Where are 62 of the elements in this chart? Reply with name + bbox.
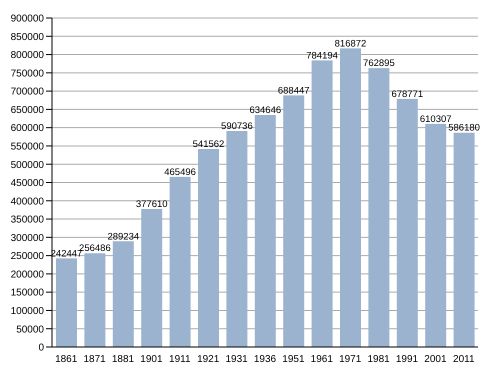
x-tick-label: 1971 — [339, 354, 362, 366]
bar — [368, 68, 390, 347]
y-tick-label: 250000 — [10, 251, 44, 262]
data-label: 289234 — [107, 231, 140, 242]
x-tick-label: 1961 — [310, 354, 334, 366]
x-tick-label: 1951 — [282, 354, 305, 366]
y-tick-label: 150000 — [10, 288, 44, 299]
y-tick-label: 350000 — [10, 214, 44, 226]
data-label: 465496 — [164, 166, 196, 178]
bar — [84, 253, 106, 347]
data-label: 762895 — [363, 58, 395, 70]
y-tick-label: 600000 — [10, 123, 44, 134]
y-tick-label: 750000 — [10, 68, 44, 80]
y-tick-label: 700000 — [10, 86, 44, 98]
bar — [56, 258, 77, 347]
y-tick-label: 650000 — [10, 104, 44, 116]
x-tick-label: 1861 — [55, 354, 78, 366]
x-tick-label: 1901 — [140, 354, 163, 366]
bar — [254, 115, 276, 347]
y-tick-label: 450000 — [10, 178, 44, 190]
bar — [312, 60, 333, 347]
bar — [340, 48, 361, 347]
bar — [396, 98, 418, 347]
data-label: 541562 — [192, 139, 224, 150]
data-label: 688447 — [278, 85, 310, 96]
x-tick-label: 1881 — [112, 354, 135, 366]
bar — [454, 132, 475, 347]
x-tick-label: 2001 — [424, 354, 447, 366]
bar — [112, 241, 134, 347]
y-tick-label: 300000 — [10, 232, 44, 244]
data-label: 586180 — [448, 122, 480, 134]
bar — [283, 95, 304, 347]
data-label: 590736 — [221, 121, 253, 132]
x-tick-label: 1991 — [396, 354, 419, 366]
y-tick-label: 0 — [38, 342, 44, 354]
data-label: 784194 — [306, 50, 338, 62]
y-tick-label: 500000 — [10, 160, 44, 171]
data-label: 610307 — [420, 114, 452, 125]
y-tick-label: 200000 — [10, 269, 44, 280]
data-label: 816872 — [334, 38, 366, 50]
data-label: 678771 — [391, 88, 424, 100]
bar — [170, 176, 191, 347]
bar — [226, 131, 248, 347]
x-tick-label: 1871 — [83, 354, 106, 366]
x-tick-label: 1931 — [225, 354, 248, 366]
bar — [425, 124, 446, 347]
y-tick-label: 400000 — [10, 196, 44, 208]
y-tick-label: 850000 — [10, 32, 44, 43]
x-tick-label: 1921 — [197, 354, 220, 366]
x-tick-label: 1981 — [367, 354, 390, 366]
y-tick-label: 100000 — [10, 306, 44, 317]
x-tick-label: 1911 — [169, 354, 191, 366]
y-tick-label: 800000 — [10, 50, 44, 62]
y-tick-label: 550000 — [10, 141, 44, 152]
x-tick-label: 2011 — [453, 354, 475, 366]
bar — [198, 149, 219, 347]
y-tick-label: 50000 — [16, 324, 44, 336]
y-tick-label: 900000 — [10, 14, 44, 25]
bar — [141, 208, 162, 347]
data-label: 634646 — [249, 105, 282, 116]
x-tick-label: 1936 — [254, 354, 277, 366]
data-label: 377610 — [136, 198, 168, 210]
